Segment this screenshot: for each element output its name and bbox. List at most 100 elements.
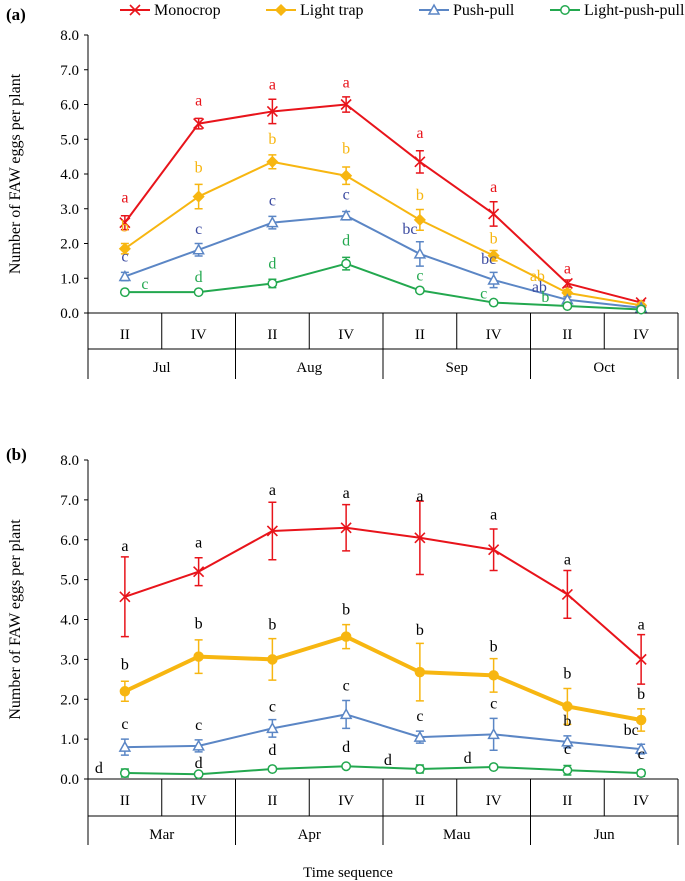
y-tick-label: 5.0 bbox=[60, 573, 79, 589]
data-point bbox=[562, 765, 573, 776]
data-point bbox=[266, 216, 279, 228]
x-tick-label: II bbox=[267, 793, 277, 809]
data-point bbox=[193, 287, 204, 298]
series-light-push-pull: d d d d d d c c bbox=[95, 739, 647, 780]
data-point bbox=[562, 701, 573, 712]
y-tick-label: 2.0 bbox=[60, 692, 79, 708]
x-tick-label: IV bbox=[486, 793, 502, 809]
significance-letter: c bbox=[416, 708, 423, 725]
series-line bbox=[124, 103, 642, 304]
data-point bbox=[488, 297, 499, 308]
data-point bbox=[193, 769, 204, 780]
significance-letter: b bbox=[121, 656, 129, 673]
series-line bbox=[124, 262, 642, 311]
data-point bbox=[414, 666, 426, 678]
data-point bbox=[635, 653, 647, 665]
significance-letter: b bbox=[121, 219, 129, 236]
x-tick-label: II bbox=[415, 793, 425, 809]
significance-letter: c bbox=[269, 698, 276, 715]
x-tick-label: IV bbox=[338, 793, 354, 809]
data-point bbox=[561, 735, 574, 747]
data-point bbox=[192, 243, 205, 255]
significance-letter: a bbox=[121, 190, 128, 207]
legend-label: Push-pull bbox=[453, 2, 515, 19]
x-tick-label: IV bbox=[191, 793, 207, 809]
y-tick-label: 1.0 bbox=[60, 732, 79, 748]
data-point bbox=[340, 631, 352, 642]
significance-letter: c bbox=[195, 717, 202, 734]
panel-label: (b) bbox=[6, 445, 27, 464]
series-line bbox=[124, 526, 642, 661]
significance-letter: a bbox=[343, 75, 350, 92]
y-tick-label: 1.0 bbox=[60, 271, 79, 287]
y-tick-label: 4.0 bbox=[60, 613, 79, 629]
data-point bbox=[636, 304, 647, 315]
x-tick-label: II bbox=[415, 327, 425, 343]
data-point bbox=[266, 155, 279, 168]
data-point bbox=[119, 686, 131, 697]
x-tick-label: II bbox=[562, 327, 572, 343]
series-monocrop: a a a a a a a a bbox=[119, 482, 647, 685]
series-line bbox=[124, 160, 642, 307]
y-axis-label: Number of FAW eggs per plant bbox=[7, 519, 24, 720]
legend-label: Monocrop bbox=[154, 2, 221, 19]
significance-letter: b bbox=[342, 141, 350, 158]
significance-letter: d bbox=[195, 755, 203, 772]
legend-item: Light-push-pull bbox=[550, 2, 685, 19]
month-label: Oct bbox=[593, 360, 615, 376]
significance-letter: c bbox=[269, 193, 276, 210]
significance-letter: d bbox=[464, 750, 472, 767]
data-point bbox=[488, 544, 500, 556]
legend-marker bbox=[560, 5, 570, 15]
significance-letter: d bbox=[342, 233, 350, 250]
legend-item: Monocrop bbox=[120, 2, 221, 19]
series-light-trap: b b b b b b b b bbox=[119, 602, 647, 732]
data-point bbox=[414, 532, 426, 544]
significance-letter: bc bbox=[481, 251, 496, 268]
data-point bbox=[488, 670, 499, 681]
data-point bbox=[340, 522, 352, 534]
y-tick-label: 3.0 bbox=[60, 202, 79, 218]
significance-letter: b bbox=[342, 602, 350, 619]
y-tick-label: 4.0 bbox=[60, 167, 79, 183]
data-point bbox=[193, 566, 205, 578]
significance-letter: b bbox=[268, 616, 276, 633]
data-point bbox=[414, 764, 425, 774]
month-label: Mau bbox=[443, 827, 471, 843]
x-tick-label: IV bbox=[191, 327, 207, 343]
data-point bbox=[635, 714, 647, 726]
data-point bbox=[266, 721, 279, 734]
significance-letter: a bbox=[195, 93, 202, 110]
data-point bbox=[193, 118, 205, 130]
y-axis-label: Number of FAW eggs per plant bbox=[7, 73, 24, 274]
data-point bbox=[119, 591, 131, 603]
y-tick-label: 8.0 bbox=[60, 28, 79, 44]
significance-letter: a bbox=[416, 125, 423, 142]
legend-item: Push-pull bbox=[419, 2, 515, 19]
significance-letter: a bbox=[564, 260, 571, 277]
data-point bbox=[267, 278, 278, 289]
data-point bbox=[561, 588, 573, 600]
significance-letter: c bbox=[416, 267, 423, 284]
significance-letter: a bbox=[269, 482, 276, 499]
data-point bbox=[118, 269, 132, 282]
significance-letter: c bbox=[343, 677, 350, 694]
data-point bbox=[339, 209, 353, 221]
panel-a: (a) 0.0 1.0 2.0 3.0 4.0 5.0 6.0 7.0 8.0 Number of … bbox=[6, 5, 679, 379]
y-tick-label: 7.0 bbox=[60, 63, 79, 79]
significance-letter: a bbox=[269, 76, 276, 93]
significance-letter: c bbox=[141, 276, 148, 293]
legend-label: Light-push-pull bbox=[584, 2, 685, 19]
data-point bbox=[487, 249, 500, 262]
series-line bbox=[124, 713, 642, 751]
data-point bbox=[193, 651, 204, 662]
significance-letter: a bbox=[490, 507, 497, 524]
significance-letter: c bbox=[195, 221, 202, 238]
significance-letter: b bbox=[490, 638, 498, 655]
x-tick-label: II bbox=[120, 793, 130, 809]
significance-letter: b bbox=[268, 131, 276, 148]
month-label: Aug bbox=[296, 360, 322, 376]
